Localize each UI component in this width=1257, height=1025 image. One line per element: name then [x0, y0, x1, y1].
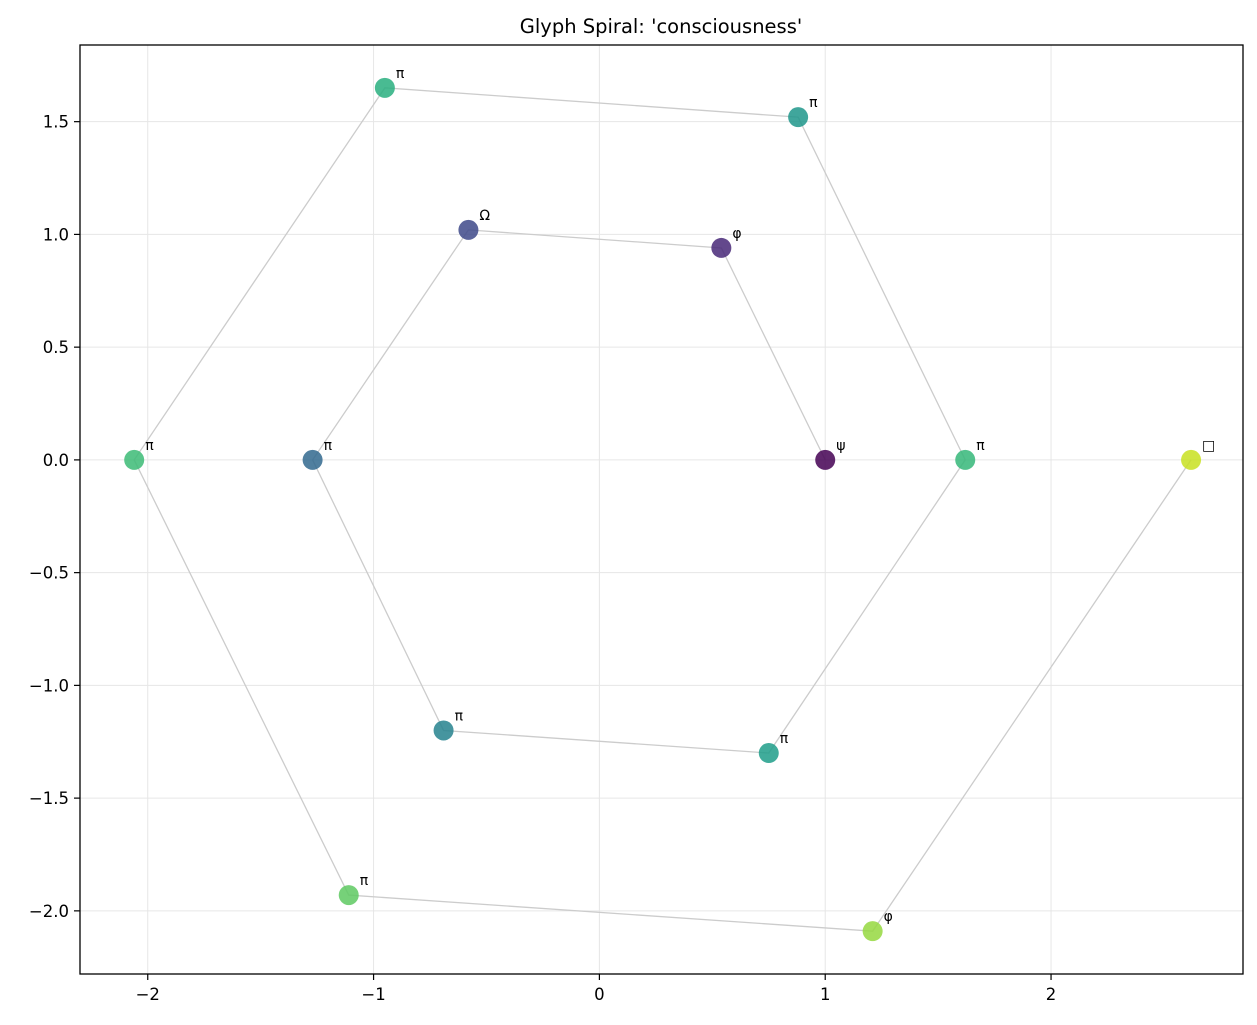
point-label: π: [396, 66, 405, 82]
x-tick-label: 2: [1046, 985, 1057, 1004]
axes-frame: [79, 44, 1244, 975]
y-tick-label: −2.0: [29, 902, 69, 921]
y-tick-label: −0.5: [29, 564, 69, 583]
y-tick-label: 0.0: [43, 451, 69, 470]
x-tick-label: −1: [361, 985, 385, 1004]
point-label: π: [324, 438, 333, 454]
data-point: [433, 720, 454, 741]
data-point: [338, 885, 359, 906]
data-point: [458, 219, 479, 240]
y-tick-label: 1.0: [43, 225, 69, 244]
axis-ticks: −2 −1 0 1 2 −2.0 −1.5 −1.0 −0.5 0.0 0.5 1.0 1.5: [29, 113, 1056, 1004]
point-labels-layer: ψ φ Ωπ π π π π π π π φ □: [145, 66, 1215, 925]
data-point: [758, 743, 779, 764]
data-point: [815, 449, 836, 470]
y-tick-label: −1.5: [29, 789, 69, 808]
point-label: π: [809, 95, 818, 111]
data-point: [302, 449, 323, 470]
point-label: π: [455, 708, 464, 724]
spiral-connecting-line: [133, 87, 1192, 932]
point-label: ψ: [836, 438, 845, 454]
data-point: [374, 77, 395, 98]
y-tick-label: 0.5: [43, 338, 69, 357]
point-label: π: [360, 873, 369, 889]
x-tick-label: 0: [594, 985, 605, 1004]
point-label: φ: [884, 909, 893, 925]
point-label: π: [976, 438, 985, 454]
point-label: φ: [732, 226, 741, 242]
data-point: [1181, 449, 1202, 470]
data-point: [862, 921, 883, 942]
connecting-line-layer: [133, 87, 1192, 932]
chart-title: Glyph Spiral: 'consciousness': [520, 15, 802, 38]
point-label: π: [145, 438, 154, 454]
data-point: [124, 449, 145, 470]
data-point: [955, 449, 976, 470]
point-label: Ω: [479, 208, 490, 224]
point-label: □: [1202, 438, 1215, 454]
y-tick-label: −1.0: [29, 676, 69, 695]
x-tick-label: 1: [820, 985, 831, 1004]
data-point: [788, 107, 809, 128]
data-points-layer: [124, 77, 1202, 942]
y-tick-label: 1.5: [43, 113, 69, 132]
x-tick-label: −2: [136, 985, 160, 1004]
grid-lines: [80, 45, 1243, 974]
point-label: π: [780, 731, 789, 747]
data-point: [711, 237, 732, 258]
